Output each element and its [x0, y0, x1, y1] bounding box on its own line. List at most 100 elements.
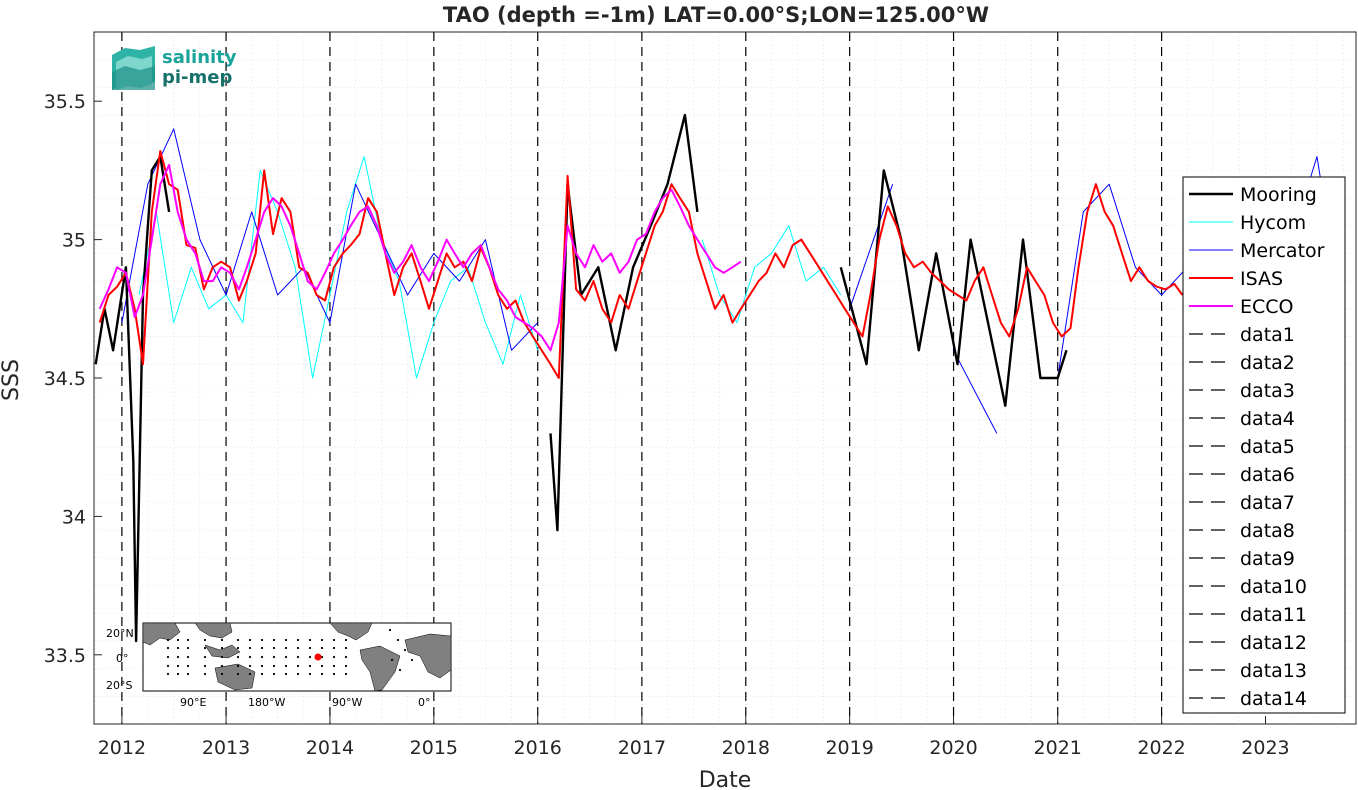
mooring-dot — [236, 638, 240, 642]
series-line-ecco — [98, 163, 742, 352]
legend-label-data2: data2 — [1240, 352, 1295, 374]
mooring-dot — [332, 655, 336, 659]
mooring-dot — [308, 664, 312, 668]
mooring-dot — [220, 664, 224, 668]
x-tick-label: 2016 — [514, 737, 562, 759]
mooring-dot — [203, 646, 207, 650]
y-tick-label: 34 — [62, 506, 86, 528]
mooring-dot — [332, 672, 336, 676]
mooring-dot — [398, 668, 402, 672]
mooring-dot — [320, 638, 324, 642]
x-tick-label: 2022 — [1137, 737, 1185, 759]
mooring-dots — [166, 628, 414, 676]
mooring-dot — [186, 672, 190, 676]
mooring-dot — [332, 638, 336, 642]
y-tick-label: 35 — [62, 230, 86, 252]
mooring-dot — [236, 655, 240, 659]
x-tick-label: 2020 — [929, 737, 977, 759]
mooring-dot — [203, 672, 207, 676]
mooring-dot — [203, 664, 207, 668]
x-tick-label: 2017 — [618, 737, 666, 759]
legend-label-data4: data4 — [1240, 408, 1295, 430]
legend-label-data5: data5 — [1240, 436, 1295, 458]
mooring-dot — [344, 655, 348, 659]
year-dashed-lines — [121, 32, 1163, 724]
series-line-mercator — [121, 128, 539, 351]
mooring-dot — [390, 658, 394, 662]
mooring-dot — [284, 638, 288, 642]
x-tick-label: 2018 — [722, 737, 770, 759]
mooring-dot — [308, 655, 312, 659]
mooring-dot — [248, 655, 252, 659]
mooring-dot — [166, 664, 170, 668]
mooring-dot — [410, 658, 414, 662]
mooring-dot — [236, 646, 240, 650]
mooring-dot — [388, 628, 392, 632]
y-tick-label: 34.5 — [44, 368, 86, 390]
mooring-dot — [308, 638, 312, 642]
mooring-dot — [332, 646, 336, 650]
mooring-dot — [220, 655, 224, 659]
mooring-dot — [344, 664, 348, 668]
mooring-dot — [284, 646, 288, 650]
legend-label-data12: data12 — [1240, 632, 1307, 654]
legend-label-isas: ISAS — [1240, 268, 1283, 290]
mooring-dot — [248, 638, 252, 642]
mooring-dot — [344, 646, 348, 650]
mooring-dot — [248, 672, 252, 676]
mooring-dot — [396, 638, 400, 642]
mooring-dot — [272, 646, 276, 650]
series-line-mercator — [849, 184, 894, 309]
mooring-dot — [284, 655, 288, 659]
legend-label-hycom: Hycom — [1240, 212, 1306, 234]
mooring-dot — [296, 638, 300, 642]
mooring-dot — [176, 672, 180, 676]
mooring-dot — [166, 646, 170, 650]
mooring-dot — [296, 664, 300, 668]
legend-label-data13: data13 — [1240, 660, 1307, 682]
mooring-dot — [260, 655, 264, 659]
legend-label-data11: data11 — [1240, 604, 1307, 626]
x-tick-label: 2023 — [1241, 737, 1289, 759]
mooring-dot — [248, 664, 252, 668]
inset-map: 20°N 0° 20°S 90°E 180°W 90°W 0° — [106, 622, 452, 709]
mooring-dot — [220, 646, 224, 650]
plot-area — [94, 32, 1356, 724]
mooring-dot — [272, 655, 276, 659]
y-axis-label: SSS — [0, 359, 24, 401]
x-tick-label: 2021 — [1034, 737, 1082, 759]
mooring-dot — [203, 655, 207, 659]
series-line-mooring — [549, 113, 699, 532]
mooring-dot — [236, 664, 240, 668]
legend-box — [1182, 176, 1346, 714]
mooring-dot — [320, 646, 324, 650]
series-line-mooring — [94, 155, 171, 643]
legend-label-data6: data6 — [1240, 464, 1295, 486]
mooring-dot — [186, 664, 190, 668]
mooring-dot — [186, 638, 190, 642]
mooring-dot — [236, 672, 240, 676]
mooring-dot — [320, 672, 324, 676]
map-lon-90w: 90°W — [332, 696, 362, 709]
mooring-dot — [176, 655, 180, 659]
mooring-dot — [308, 646, 312, 650]
x-tick-label: 2012 — [98, 737, 146, 759]
selected-mooring-marker — [314, 653, 322, 661]
x-tick-label: 2019 — [825, 737, 873, 759]
legend-label-data7: data7 — [1240, 492, 1295, 514]
series-line-hycom — [701, 225, 842, 324]
legend-label-data14: data14 — [1240, 688, 1307, 710]
x-tick-label: 2013 — [202, 737, 250, 759]
mooring-dot — [320, 664, 324, 668]
x-tick-label: 2015 — [410, 737, 458, 759]
legend-label-data10: data10 — [1240, 576, 1307, 598]
legend: Mooring Hycom Mercator ISAS ECCO data1 data2 da… — [1182, 176, 1346, 714]
map-lon-90e: 90°E — [180, 696, 206, 709]
mooring-dot — [308, 672, 312, 676]
mooring-dot — [260, 664, 264, 668]
mooring-dot — [186, 646, 190, 650]
series-line-mooring — [839, 169, 1068, 407]
series-group — [94, 113, 1344, 643]
legend-label-ecco: ECCO — [1240, 296, 1294, 318]
